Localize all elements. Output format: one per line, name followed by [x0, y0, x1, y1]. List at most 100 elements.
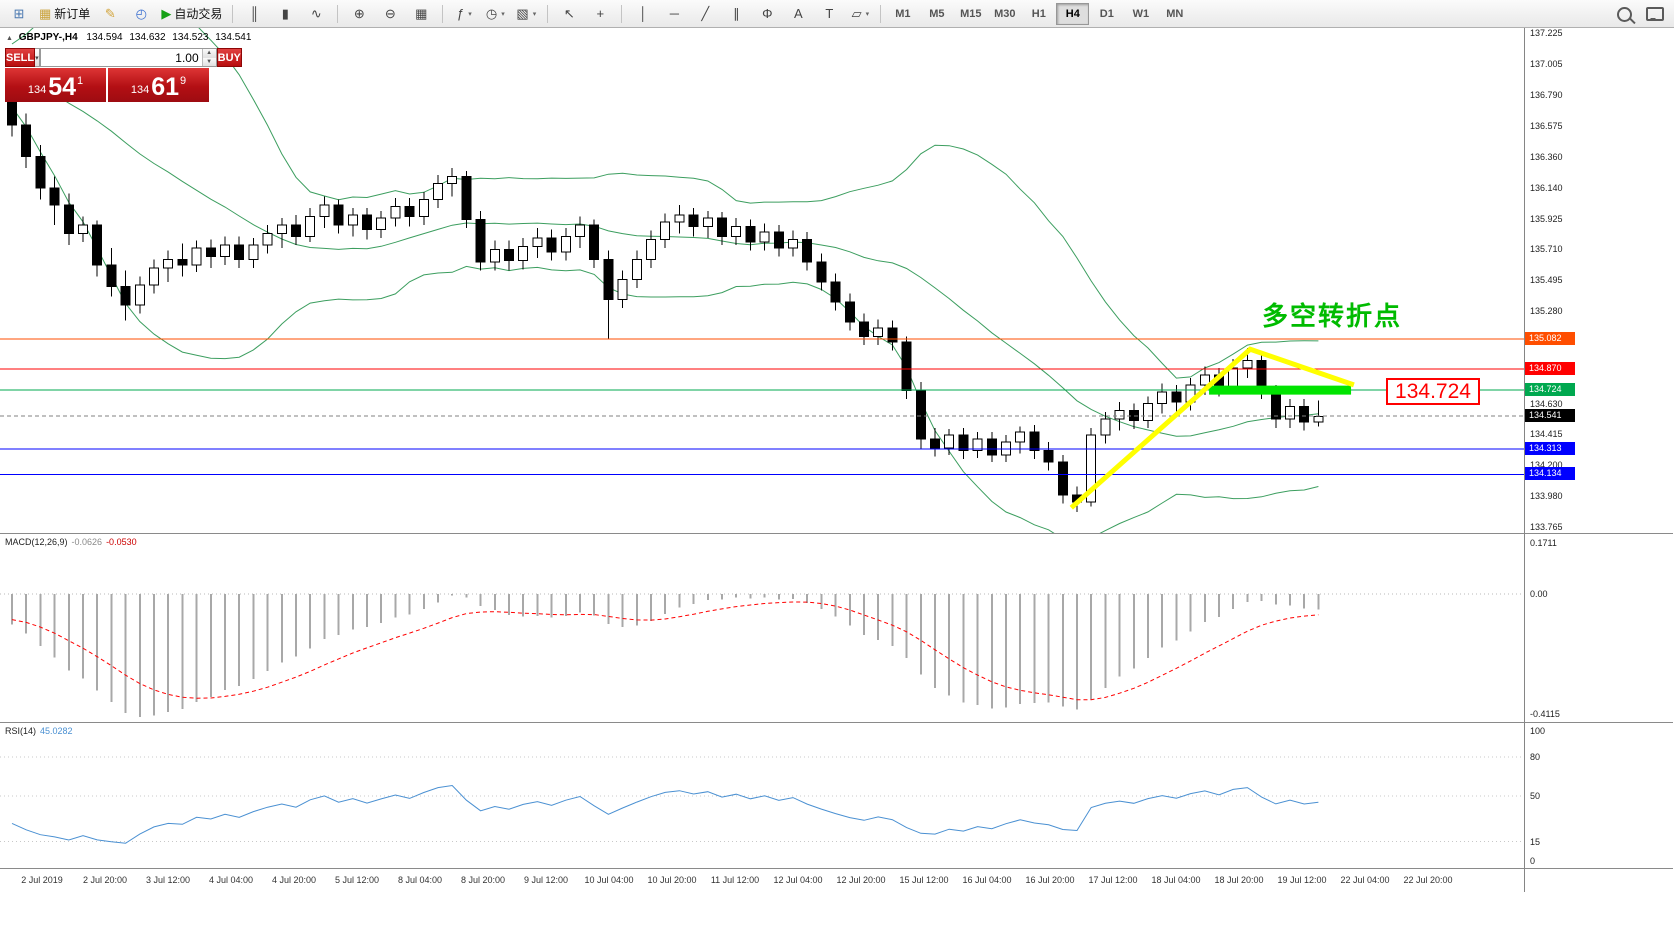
templates-button[interactable]: ▧ ▾	[511, 2, 541, 26]
cursor-icon: ↖	[563, 5, 575, 21]
macd-main-value: -0.0626	[71, 537, 103, 547]
timeframe-h1-button[interactable]: H1	[1031, 7, 1046, 20]
time-tick: 8 Jul 20:00	[460, 875, 506, 885]
time-axis-corner	[1524, 868, 1673, 892]
quote-high: 134.632	[129, 32, 166, 43]
new-order-button[interactable]: ▦ 新订单	[35, 2, 94, 26]
buy-button[interactable]: BUY	[216, 48, 242, 67]
chat-icon[interactable]	[1646, 7, 1664, 21]
chart-candles-button[interactable]: ▮	[270, 2, 300, 26]
periods-button[interactable]: ◷ ▾	[480, 2, 510, 26]
time-tick: 18 Jul 04:00	[1151, 875, 1201, 885]
timeframe-m5-button[interactable]: M5	[929, 7, 945, 20]
quote-low: 134.523	[172, 32, 209, 43]
spin-down-icon[interactable]: ▼	[202, 57, 216, 66]
timeframe-m30-button[interactable]: M30	[994, 7, 1016, 20]
autotrading-button-label: 自动交易	[174, 7, 223, 21]
metaeditor-button[interactable]: ✎	[95, 2, 125, 26]
metaeditor-icon: ✎	[104, 5, 116, 21]
time-tick: 15 Jul 12:00	[899, 875, 949, 885]
terminal-button[interactable]: ◴	[126, 2, 156, 26]
macd-panel[interactable]: MACD(12,26,9) -0.0626 -0.0530	[0, 533, 1524, 722]
label-button[interactable]: T	[814, 2, 844, 26]
time-tick: 22 Jul 20:00	[1403, 875, 1453, 885]
channel-button[interactable]: ∥	[721, 2, 751, 26]
label-icon: T	[825, 6, 834, 21]
timeframe-h4-button[interactable]: H4	[1056, 2, 1090, 25]
price-tick: 136.360	[1530, 151, 1563, 162]
timeframe-mn-button[interactable]: MN	[1166, 7, 1184, 20]
bid-price-button[interactable]: 134 54 1	[5, 68, 106, 102]
price-scale[interactable]: 137.225 137.005 136.790 136.575 136.360 136.1…	[1524, 28, 1673, 533]
time-axis[interactable]: 2 Jul 2019 2 Jul 20:00 3 Jul 12:00 4 Jul 04…	[0, 868, 1524, 892]
timeframe-m1-button[interactable]: M1	[895, 7, 911, 20]
toolbar-separator	[547, 4, 549, 23]
spin-up-icon[interactable]: ▲	[202, 49, 216, 58]
chart-line-button[interactable]: ∿	[301, 2, 331, 26]
volume-spinner[interactable]: ▲ ▼	[201, 49, 216, 66]
time-tick: 10 Jul 20:00	[647, 875, 697, 885]
ask-price-button[interactable]: 134 61 9	[108, 68, 209, 102]
rsi-label: RSI(14) 45.0282	[5, 726, 73, 736]
chart-bars-icon: ║	[249, 6, 259, 21]
rsi-tick: 0	[1530, 856, 1536, 866]
rsi-scale[interactable]: 100 80 50 15 0	[1524, 722, 1673, 868]
chart-bars-button[interactable]: ║	[239, 2, 269, 26]
timeframe-m15-button[interactable]: M15	[960, 7, 982, 20]
rsi-tick: 80	[1530, 752, 1541, 762]
timeframe-d1-button[interactable]: D1	[1099, 7, 1114, 20]
volume-dropdown[interactable]: ▾	[35, 48, 40, 67]
volume-input[interactable]	[40, 49, 202, 66]
sell-button[interactable]: SELL	[5, 48, 36, 67]
ask-point: 9	[180, 75, 187, 87]
collapse-caret-icon[interactable]: ▲	[6, 35, 13, 42]
rsi-canvas[interactable]	[0, 723, 1524, 869]
horizontal-line-button[interactable]: ─	[659, 2, 689, 26]
time-tick: 3 Jul 12:00	[145, 875, 191, 885]
autotrading-button[interactable]: ▶ 自动交易	[157, 2, 226, 26]
zoom-in-button[interactable]: ⊕	[344, 2, 374, 26]
trend-arrow-line[interactable]	[1069, 346, 1355, 510]
trendline-button[interactable]: ╱	[690, 2, 720, 26]
rsi-panel[interactable]: RSI(14) 45.0282	[0, 722, 1524, 868]
timeframe-w1-button[interactable]: W1	[1132, 7, 1150, 20]
price-tick: 135.925	[1530, 213, 1563, 224]
indicators-button[interactable]: ƒ ▾	[449, 2, 479, 26]
quote-header: ▲ GBPJPY-,H4 134.594 134.632 134.523 134…	[6, 32, 255, 43]
time-tick: 2 Jul 20:00	[82, 875, 128, 885]
tile-windows-button[interactable]: ▦	[406, 2, 436, 26]
vertical-line-icon: │	[639, 6, 648, 21]
shapes-button[interactable]: ▱ ▾	[845, 2, 875, 26]
price-tick: 136.790	[1530, 90, 1563, 101]
toolbar-buttons: ⊞ ▦ 新订单 ✎ ◴ ▶ 自动交易 ║ ▮ ∿ ⊕ ⊖ ▦ ƒ ▾ ◷ ▾ ▧ ▾ ↖ + │ ─ ╱ ∥ Φ A T ▱ ▾	[4, 2, 875, 26]
text-button[interactable]: A	[783, 2, 813, 26]
price-chart-panel[interactable]: ▲ GBPJPY-,H4 134.594 134.632 134.523 134…	[0, 28, 1524, 533]
cursor-button[interactable]: ↖	[554, 2, 584, 26]
price-tick: 135.280	[1530, 305, 1563, 316]
horizontal-line-icon: ─	[669, 6, 679, 21]
tile-windows-icon: ▦	[415, 5, 428, 21]
rsi-line	[11, 784, 1319, 844]
macd-scale[interactable]: 0.1711 0.00 -0.4115	[1524, 533, 1673, 722]
chart-candles-icon: ▮	[281, 5, 289, 21]
rsi-tick: 100	[1530, 726, 1546, 736]
shapes-icon: ▱	[851, 5, 862, 21]
turning-point-annotation[interactable]: 多空转折点	[1262, 301, 1403, 331]
price-chart-canvas[interactable]	[0, 28, 1524, 533]
macd-canvas[interactable]	[0, 534, 1524, 723]
vertical-line-button[interactable]: │	[628, 2, 658, 26]
search-icon[interactable]	[1617, 6, 1632, 22]
price-level-flag[interactable]: 134.724	[1386, 378, 1480, 405]
time-tick: 22 Jul 04:00	[1340, 875, 1390, 885]
time-tick: 8 Jul 04:00	[397, 875, 443, 885]
new-chart-button[interactable]: ⊞	[4, 2, 34, 26]
price-tick: 133.765	[1530, 522, 1563, 532]
templates-icon: ▧	[516, 5, 529, 21]
time-tick: 19 Jul 12:00	[1277, 875, 1327, 885]
fibonacci-button[interactable]: Φ	[752, 2, 782, 26]
crosshair-button[interactable]: +	[585, 2, 615, 26]
zoom-out-button[interactable]: ⊖	[375, 2, 405, 26]
price-level-label: 134.870	[1525, 362, 1575, 376]
candlesticks	[7, 82, 1324, 513]
